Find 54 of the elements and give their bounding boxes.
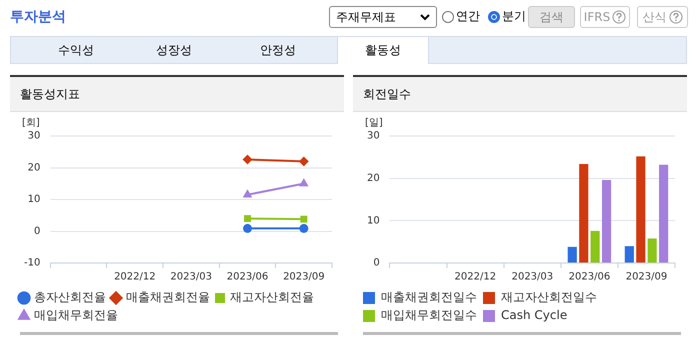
y-tick-label: 20 <box>366 172 380 184</box>
x-tick-label: 2023/09 <box>626 272 668 283</box>
point <box>300 216 308 223</box>
x-tick-label: 2022/12 <box>454 272 496 283</box>
bar <box>648 238 657 262</box>
legend-label: 매입채무회전율 <box>34 308 118 322</box>
chart-title: 활동성지표 <box>10 77 344 112</box>
text: 투자분석 <box>10 8 66 26</box>
x-tick-label: 2023/03 <box>170 272 212 283</box>
bar <box>624 246 634 262</box>
text: 성장성 <box>155 42 193 59</box>
text: 활동성 <box>337 37 429 64</box>
point <box>299 224 308 233</box>
y-tick-label: -10 <box>24 258 40 269</box>
y-tick-label: 20 <box>28 162 40 174</box>
legend-label: 매입채무회전일수 <box>381 308 477 322</box>
y-tick-label: 10 <box>28 194 40 206</box>
bar <box>636 156 646 262</box>
point <box>244 215 251 222</box>
y-axis-title: [회] <box>22 118 40 129</box>
text: 분기 <box>502 8 526 25</box>
y-tick-label: 0 <box>34 226 40 237</box>
y-tick-label: 30 <box>366 130 380 142</box>
text: 산식 <box>637 6 688 28</box>
y-axis-title: [일] <box>365 118 383 129</box>
y-tick-label: 10 <box>366 215 380 226</box>
point <box>243 224 252 233</box>
x-tick-label: 2023/03 <box>512 272 554 283</box>
text: IFRS <box>580 6 630 28</box>
x-tick-label: 2023/09 <box>283 272 325 283</box>
dropdown: 주재무제표 <box>329 6 437 28</box>
bar <box>579 164 588 262</box>
legend-label: 재고자산회전율 <box>230 290 314 304</box>
text: 안정성 <box>259 42 297 59</box>
y-tick-label: 0 <box>373 258 380 269</box>
text: 수익성 <box>57 42 95 59</box>
legend-label: Cash Cycle <box>501 308 568 322</box>
legend-label: 재고자산회전일수 <box>501 290 597 304</box>
bar <box>602 180 612 262</box>
x-tick-label: 2023/06 <box>568 272 610 283</box>
bar <box>568 246 577 262</box>
x-tick-label: 2022/12 <box>114 272 156 283</box>
legend-label: 매출채권회전일수 <box>381 290 477 304</box>
legend-label: 매출채권회전율 <box>126 290 210 304</box>
legend-label: 총자산회전율 <box>34 290 106 304</box>
point <box>243 154 252 164</box>
chart-title: 회전일수 <box>353 77 687 112</box>
text: 검색 <box>528 6 575 28</box>
bar <box>659 164 668 262</box>
point <box>299 156 308 166</box>
y-tick-label: 30 <box>28 130 40 142</box>
bar <box>590 230 600 262</box>
x-tick-label: 2023/06 <box>226 272 268 283</box>
text: 연간 <box>456 8 480 25</box>
